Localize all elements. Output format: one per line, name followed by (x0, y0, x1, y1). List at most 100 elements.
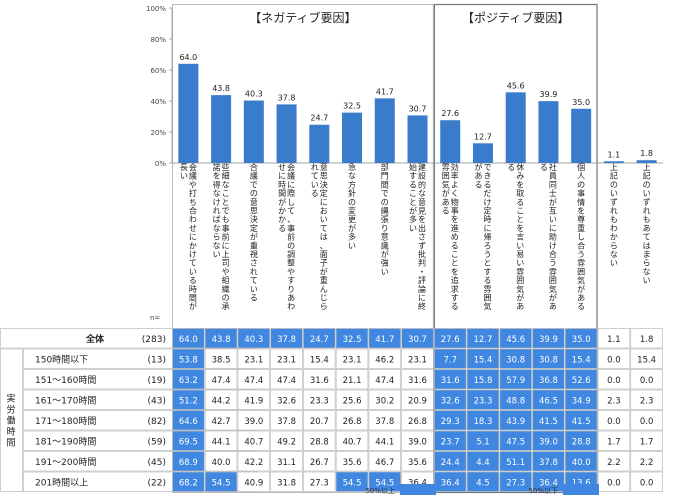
cell-value: 43.8 (212, 335, 231, 345)
value-cell (434, 369, 467, 390)
cell-value: 2.2 (607, 458, 621, 468)
bar-value-label: 39.9 (540, 90, 558, 99)
value-cell (597, 471, 631, 492)
value-cell (204, 328, 238, 349)
value-cell (237, 451, 271, 472)
table-row: 181～190時間 (59) 69.5 44.1 40.7 49.2 28.8 40.7 44.… (23, 430, 663, 451)
cell-value: 64.0 (179, 335, 198, 345)
value-cell (532, 389, 565, 410)
value-cell (237, 369, 271, 390)
y-tick-label: 60% (150, 67, 166, 75)
value-cell (204, 471, 238, 492)
value-cell (597, 389, 631, 410)
cell-value: 26.8 (408, 417, 427, 427)
value-cell (172, 328, 205, 349)
negative-group-title: 【ネガティブ要因】 (249, 10, 356, 25)
bar (309, 124, 330, 163)
value-cell (630, 471, 663, 492)
row-n: (19) (148, 376, 166, 386)
cell-value: 38.5 (212, 356, 231, 366)
value-cell (434, 471, 467, 492)
cell-value: 42.2 (244, 458, 263, 468)
cell-value: 4.4 (476, 458, 490, 468)
cell-value: 23.7 (441, 438, 460, 448)
svg-text:効率よく物事を進めることを追求する雰囲気がある: 効率よく物事を進めることを追求する雰囲気がある (442, 162, 459, 311)
row-n: (43) (148, 397, 166, 407)
row-n: (13) (148, 356, 166, 366)
cell-value: 0.0 (607, 479, 621, 489)
value-cell (237, 430, 271, 451)
value-cell (499, 328, 532, 349)
svg-text:部門間での縄張り意識が強い: 部門間での縄張り意識が強い (381, 162, 389, 276)
cell-value: 37.8 (539, 458, 558, 468)
table-row: 151～160時間 (19) 63.2 47.4 47.4 47.4 31.6 21.1 47.… (23, 369, 663, 390)
value-cell (172, 430, 205, 451)
value-cell (237, 389, 271, 410)
row-label: 181～190時間 (35, 437, 96, 448)
cell-value: 26.7 (310, 458, 329, 468)
cell-value: 68.2 (179, 479, 198, 489)
value-cell (335, 430, 369, 451)
cell-value: 47.4 (375, 376, 394, 386)
table-row: 150時間以下 (13) 53.8 38.5 23.1 23.1 15.4 23.1 46.2 2… (23, 348, 663, 369)
value-cell (597, 328, 631, 349)
value-cell (401, 451, 434, 472)
cell-value: 0.0 (607, 356, 621, 366)
cell-value: 23.3 (310, 397, 329, 407)
value-cell (434, 348, 467, 369)
cell-value: 35.0 (572, 335, 591, 345)
value-cell (401, 389, 434, 410)
cell-value: 2.2 (640, 458, 654, 468)
legend-above-label: 50%以上 (365, 486, 395, 495)
value-cell (564, 451, 598, 472)
cell-value: 39.9 (539, 335, 558, 345)
value-cell (204, 369, 238, 390)
bar (505, 92, 526, 163)
value-cell (499, 451, 532, 472)
cell-value: 1.8 (640, 335, 654, 345)
row-label: 171～180時間 (35, 416, 96, 427)
value-cell (532, 328, 565, 349)
cell-value: 29.3 (441, 417, 460, 427)
cell-value: 41.5 (572, 417, 591, 427)
value-cell (564, 430, 598, 451)
category-label: 効率よく物事を進めることを追求する雰囲気がある (442, 162, 459, 311)
value-cell (532, 348, 565, 369)
value-cell (204, 348, 238, 369)
cell-value: 68.9 (179, 458, 198, 468)
bar-value-label: 40.3 (245, 90, 263, 99)
cell-value: 46.5 (539, 397, 558, 407)
cell-value: 40.7 (343, 438, 362, 448)
value-cell (172, 471, 205, 492)
svg-text:休みを取ることを言い易い雰囲気がある: 休みを取ることを言い易い雰囲気がある (507, 162, 524, 311)
value-cell (270, 328, 303, 349)
value-cell (630, 410, 663, 431)
cell-value: 28.8 (310, 438, 329, 448)
category-label: 合議での意思決定が重視されている (250, 162, 258, 303)
cell-value: 7.7 (443, 356, 457, 366)
cell-value: 30.7 (408, 335, 427, 345)
bar (603, 161, 624, 163)
value-cell (401, 410, 434, 431)
cell-value: 45.6 (506, 335, 525, 345)
row-label: 150時間以下 (35, 355, 88, 366)
value-cell (597, 451, 631, 472)
cell-value: 40.3 (244, 335, 263, 345)
table-row: 171～180時間 (82) 64.6 42.7 39.0 37.8 20.7 26.8 37.… (23, 410, 663, 431)
value-cell (401, 369, 434, 390)
cell-value: 48.8 (506, 397, 525, 407)
row-group-label: 実労働時間 (6, 392, 15, 448)
cell-value: 54.5 (212, 479, 231, 489)
cell-value: 69.5 (179, 438, 198, 448)
cell-value: 32.6 (277, 397, 296, 407)
legend-below-swatch (563, 484, 599, 495)
cell-value: 42.7 (212, 417, 231, 427)
cell-value: 41.7 (375, 335, 394, 345)
cell-value: 40.0 (572, 458, 591, 468)
cell-value: 47.4 (244, 376, 263, 386)
cell-value: 30.8 (506, 356, 525, 366)
value-cell (204, 451, 238, 472)
value-cell (434, 451, 467, 472)
value-cell (270, 430, 303, 451)
